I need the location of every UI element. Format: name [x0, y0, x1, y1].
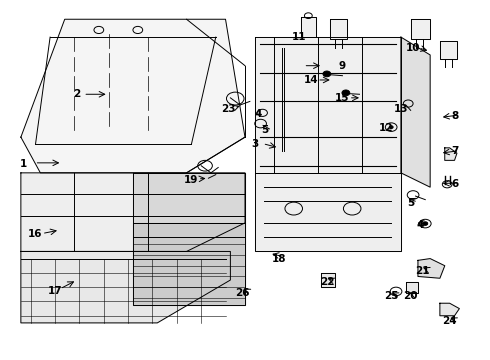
Text: 10: 10 — [406, 43, 420, 53]
Polygon shape — [301, 18, 316, 37]
Text: 3: 3 — [251, 139, 258, 149]
Polygon shape — [255, 37, 401, 173]
Text: 14: 14 — [303, 75, 318, 85]
Text: 19: 19 — [184, 175, 198, 185]
Text: 9: 9 — [339, 61, 346, 71]
Text: 11: 11 — [292, 32, 306, 42]
Text: 22: 22 — [320, 277, 335, 287]
Polygon shape — [21, 251, 230, 323]
Text: 24: 24 — [442, 316, 457, 326]
Polygon shape — [445, 148, 457, 160]
Text: 1: 1 — [20, 159, 27, 169]
Text: 6: 6 — [451, 179, 458, 189]
Polygon shape — [406, 282, 418, 293]
Text: 4: 4 — [255, 109, 262, 119]
Text: 23: 23 — [220, 104, 235, 113]
Text: 21: 21 — [416, 266, 430, 276]
Text: 5: 5 — [407, 198, 414, 208]
Text: 17: 17 — [48, 286, 62, 296]
Polygon shape — [133, 173, 245, 223]
Polygon shape — [133, 223, 245, 305]
Circle shape — [423, 222, 428, 225]
Text: 8: 8 — [451, 111, 458, 121]
Circle shape — [342, 90, 350, 96]
Polygon shape — [411, 19, 430, 39]
Polygon shape — [401, 37, 430, 187]
Text: 12: 12 — [379, 123, 393, 133]
Polygon shape — [418, 258, 445, 278]
Text: 20: 20 — [403, 291, 418, 301]
Text: 26: 26 — [235, 288, 250, 297]
Text: 15: 15 — [335, 93, 350, 103]
Polygon shape — [440, 303, 460, 316]
Text: 5: 5 — [261, 125, 268, 135]
Circle shape — [323, 71, 331, 77]
Circle shape — [389, 126, 393, 129]
Polygon shape — [255, 173, 401, 251]
Polygon shape — [320, 273, 335, 287]
Polygon shape — [440, 41, 457, 59]
Text: 13: 13 — [393, 104, 408, 113]
Polygon shape — [21, 173, 245, 251]
Text: 2: 2 — [74, 89, 80, 99]
Polygon shape — [21, 19, 245, 173]
Text: 7: 7 — [451, 147, 458, 157]
Text: 16: 16 — [28, 229, 43, 239]
Text: 18: 18 — [272, 253, 286, 264]
Text: 4: 4 — [416, 220, 424, 230]
Text: 25: 25 — [384, 291, 398, 301]
Polygon shape — [330, 19, 347, 39]
